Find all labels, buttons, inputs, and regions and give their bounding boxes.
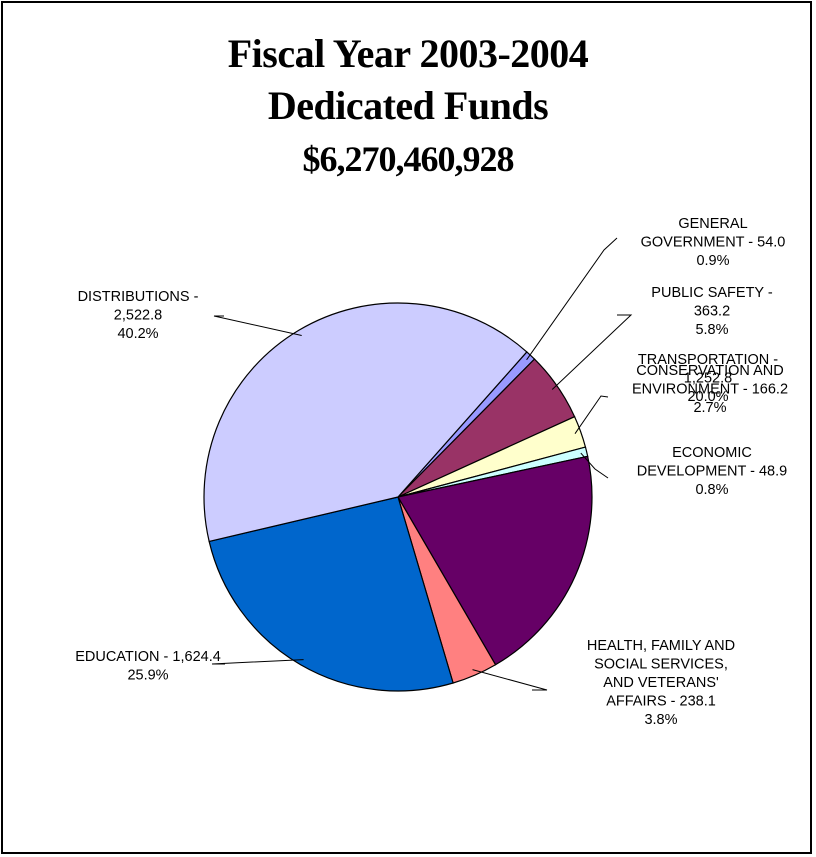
- leader-line-3: [580, 452, 609, 479]
- slice-label-1-line-1: 363.2: [694, 304, 730, 320]
- slice-label-4-line-0: TRANSPORTATION -: [638, 352, 778, 368]
- slice-label-5-line-2: AND VETERANS': [603, 675, 719, 691]
- leader-line-7: [213, 315, 302, 336]
- leader-line-6: [211, 659, 304, 665]
- slice-label-0: GENERAL GOVERNMENT - 54.0 0.9%: [641, 216, 786, 269]
- slice-label-7-line-2: 40.2%: [117, 326, 158, 342]
- leader-line-0: [526, 237, 618, 361]
- slice-label-3-line-2: 0.8%: [695, 482, 728, 498]
- pie-slice-7: [203, 302, 528, 543]
- pie-slice-6: [208, 496, 454, 692]
- slice-label-4-line-1: 1,252.8: [684, 371, 732, 387]
- slice-label-5-line-3: AFFAIRS - 238.1: [606, 694, 716, 710]
- slice-label-3-line-1: DEVELOPMENT - 48.9: [637, 464, 787, 480]
- leader-line-1: [551, 314, 633, 390]
- slice-label-6: EDUCATION - 1,624.4 25.9%: [75, 649, 221, 684]
- pie-slice-4: [397, 455, 593, 666]
- leader-line-2: [574, 395, 609, 434]
- slice-label-1: PUBLIC SAFETY - 363.2 5.8%: [651, 285, 773, 338]
- slice-label-6-line-0: EDUCATION - 1,624.4: [75, 649, 221, 665]
- slice-label-5-line-4: 3.8%: [644, 712, 677, 728]
- slice-label-2: CONSERVATION AND ENVIRONMENT - 166.2 2.7%: [632, 363, 788, 416]
- chart-total: $6,270,460,928: [302, 139, 515, 179]
- slice-label-4-line-2: 20.0%: [687, 389, 728, 405]
- slice-label-7-line-0: DISTRIBUTIONS -: [78, 289, 199, 305]
- slice-label-5-line-1: SOCIAL SERVICES,: [594, 657, 728, 673]
- leader-line-5: [472, 669, 548, 691]
- slice-label-7: DISTRIBUTIONS - 2,522.8 40.2%: [78, 289, 199, 342]
- slice-label-0-line-2: 0.9%: [696, 253, 729, 269]
- slice-label-0-line-0: GENERAL: [678, 216, 747, 232]
- slice-label-2-line-1: ENVIRONMENT - 166.2: [632, 382, 788, 398]
- slice-label-5: HEALTH, FAMILY AND SOCIAL SERVICES, AND VE…: [587, 638, 735, 728]
- slice-label-1-line-0: PUBLIC SAFETY -: [651, 285, 773, 301]
- chart-subtitle: Dedicated Funds: [267, 83, 549, 128]
- slice-label-7-line-1: 2,522.8: [114, 308, 162, 324]
- chart-title: Fiscal Year 2003-2004: [227, 31, 589, 76]
- slice-label-5-line-0: HEALTH, FAMILY AND: [587, 638, 735, 654]
- slice-label-3: ECONOMIC DEVELOPMENT - 48.9 0.8%: [637, 445, 787, 498]
- slice-label-4: TRANSPORTATION - 1,252.8 20.0%: [638, 352, 778, 405]
- slice-label-1-line-2: 5.8%: [695, 322, 728, 338]
- slice-label-6-line-1: 25.9%: [127, 668, 168, 684]
- slice-label-2-line-0: CONSERVATION AND: [636, 363, 783, 379]
- slice-label-2-line-2: 2.7%: [693, 400, 726, 416]
- slice-label-3-line-0: ECONOMIC: [672, 445, 752, 461]
- slice-label-0-line-1: GOVERNMENT - 54.0: [641, 235, 786, 251]
